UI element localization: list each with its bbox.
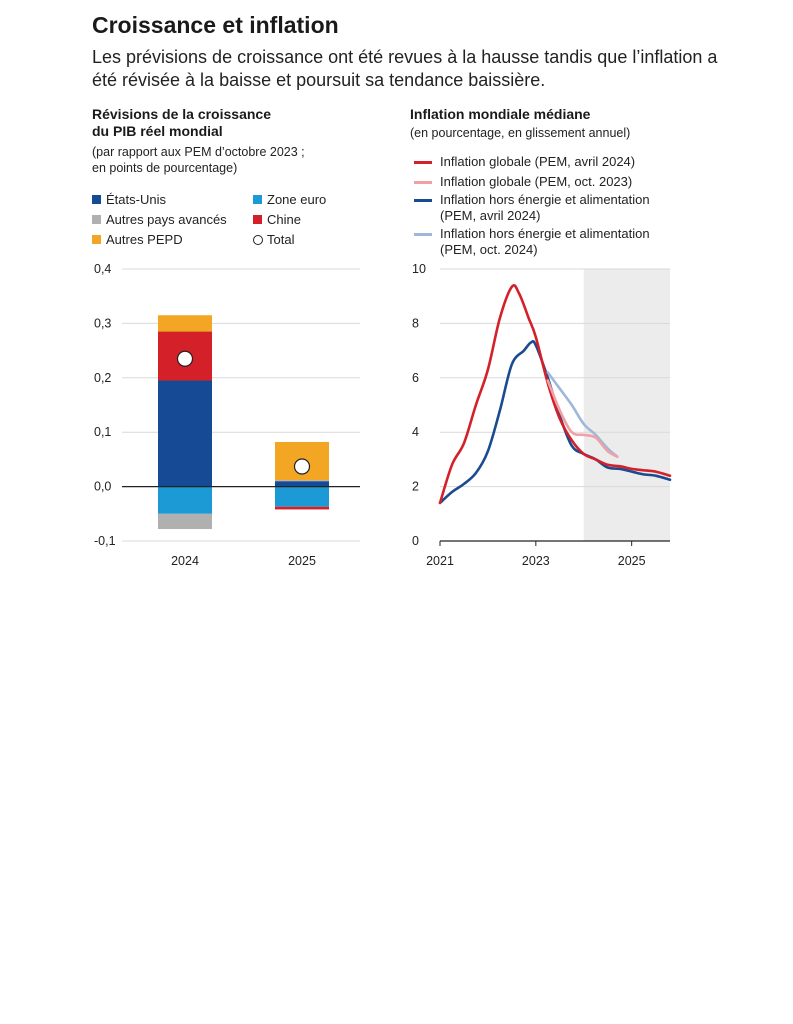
bar-segment	[275, 481, 329, 487]
bar-segment	[275, 480, 329, 482]
legend-label: Zone euro	[267, 192, 327, 207]
legend-item-headline-apr2024: Inflation globale (PEM, avril 2024)	[414, 154, 684, 172]
x-tick-label: 2023	[522, 554, 550, 568]
legend-line-swatch	[414, 233, 432, 236]
bar-segment	[275, 486, 329, 507]
right-chart-legend: Inflation globale (PEM, avril 2024) Infl…	[414, 154, 694, 264]
legend-item-total: Total	[253, 232, 294, 247]
left-chart-title-line2: du PIB réel mondial	[92, 123, 223, 139]
y-tick-label: 0,2	[94, 371, 111, 385]
legend-label: Inflation globale (PEM, oct. 2023)	[440, 174, 633, 189]
legend-item-chine: Chine	[253, 212, 301, 227]
legend-item-core-oct2024: Inflation hors énergie et alimentation (…	[414, 226, 684, 260]
bar-segment	[158, 315, 212, 332]
legend-item-autres-pepd: Autres PEPD	[92, 232, 183, 247]
y-tick-label: 0,4	[94, 262, 111, 276]
y-tick-label: 0,1	[94, 425, 111, 439]
bar-segment	[275, 506, 329, 510]
y-tick-label: 2	[412, 480, 419, 494]
page-subtitle: Les prévisions de croissance ont été rev…	[92, 47, 718, 90]
legend-label: Inflation hors énergie et alimentation	[440, 226, 650, 241]
legend-item-autres-pays-avances: Autres pays avancés	[92, 212, 227, 227]
legend-swatch-zone-euro	[253, 195, 262, 204]
legend-swatch-autres-pepd	[92, 235, 101, 244]
legend-label: États-Unis	[106, 192, 166, 207]
left-chart-subtitle-line1: (par rapport aux PEM d’octobre 2023 ;	[92, 145, 305, 159]
bar-segment	[158, 513, 212, 530]
y-tick-label: 10	[412, 262, 426, 276]
x-tick-label: 2025	[618, 554, 646, 568]
legend-label: Inflation hors énergie et alimentation	[440, 192, 650, 207]
series-line	[438, 339, 672, 505]
page-title: Croissance et inflation	[92, 12, 339, 38]
legend-label: Total	[267, 232, 295, 247]
x-tick-label: 2025	[288, 554, 316, 568]
legend-item-core-apr2024: Inflation hors énergie et alimentation (…	[414, 192, 684, 226]
right-chart-subtitle: (en pourcentage, en glissement annuel)	[410, 126, 631, 140]
legend-label-line2: (PEM, avril 2024)	[440, 208, 541, 223]
legend-label: Chine	[267, 212, 301, 227]
legend-item-headline-oct2023: Inflation globale (PEM, oct. 2023)	[414, 174, 684, 192]
y-tick-label: 0	[412, 534, 419, 548]
legend-label: Autres pays avancés	[106, 212, 227, 227]
series-line	[546, 379, 619, 458]
legend-swatch-autres-pays-avances	[92, 215, 101, 224]
y-tick-label: 8	[412, 316, 419, 330]
legend-line-swatch	[414, 199, 432, 202]
left-chart-title-line1: Révisions de la croissance	[92, 106, 271, 122]
y-tick-label: 0,3	[94, 316, 111, 330]
series-line	[546, 371, 619, 458]
total-marker	[176, 350, 194, 367]
legend-line-swatch	[414, 161, 432, 164]
left-chart-title: Révisions de la croissance du PIB réel m…	[92, 106, 271, 140]
left-chart-subtitle-line2: en points de pourcentage)	[92, 161, 238, 175]
y-tick-label: 4	[412, 425, 419, 439]
right-chart-title: Inflation mondiale médiane	[410, 106, 591, 122]
legend-label-line2: (PEM, oct. 2024)	[440, 242, 538, 257]
forecast-shading	[583, 269, 670, 541]
y-tick-label: 6	[412, 371, 419, 385]
y-tick-label: 0,0	[94, 480, 111, 494]
bar-segment	[158, 380, 212, 487]
x-tick-label: 2024	[171, 554, 199, 568]
legend-circle-total	[253, 235, 263, 245]
legend-swatch-etats-unis	[92, 195, 101, 204]
left-chart-subtitle: (par rapport aux PEM d’octobre 2023 ; en…	[92, 144, 305, 176]
legend-line-swatch	[414, 181, 432, 184]
legend-item-zone-euro: Zone euro	[253, 192, 326, 207]
y-tick-label: -0,1	[94, 534, 116, 548]
legend-label: Inflation globale (PEM, avril 2024)	[440, 154, 636, 169]
bar-segment	[158, 486, 212, 514]
legend-swatch-chine	[253, 215, 262, 224]
legend-label: Autres PEPD	[106, 232, 183, 247]
total-marker	[293, 458, 311, 475]
x-tick-label: 2021	[426, 554, 454, 568]
legend-item-etats-unis: États-Unis	[92, 192, 166, 207]
